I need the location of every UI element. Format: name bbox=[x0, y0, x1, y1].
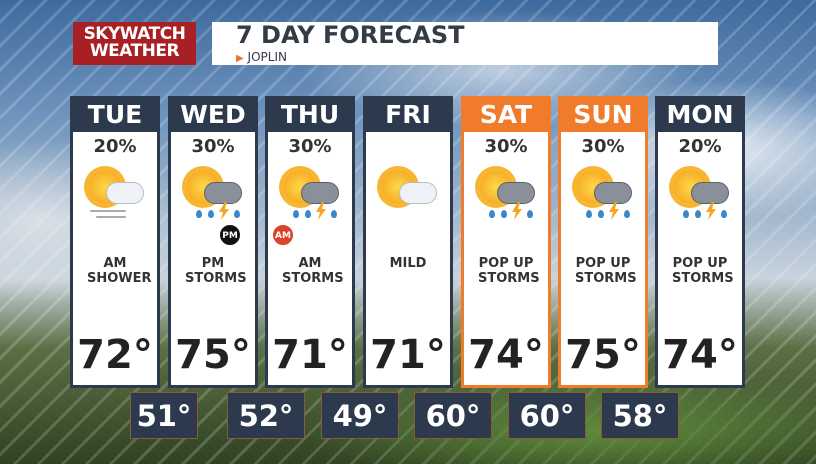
day-column-mon: MON 20% POP UP STORMS 74° bbox=[655, 96, 745, 388]
low-temp: 58° bbox=[601, 392, 679, 439]
low-temp: 51° bbox=[130, 392, 198, 439]
high-temp: 74° bbox=[662, 332, 738, 378]
day-label: MON bbox=[658, 96, 742, 132]
lightning-bolt-icon bbox=[609, 202, 619, 220]
low-temp: 60° bbox=[508, 392, 586, 439]
rain-drop bbox=[695, 210, 701, 218]
rain-drop bbox=[598, 210, 604, 218]
pm-badge: PM bbox=[219, 224, 241, 246]
high-temp: 71° bbox=[370, 332, 446, 378]
day-column-wed: WED 30% PM PM STORMS 75° bbox=[168, 96, 258, 388]
rain-drop bbox=[305, 210, 311, 218]
rain-drop bbox=[586, 210, 592, 218]
day-label: TUE bbox=[73, 96, 157, 132]
day-label: SUN bbox=[561, 96, 645, 132]
high-temp: 72° bbox=[77, 332, 153, 378]
low-temp: 60° bbox=[414, 392, 492, 439]
rain-drop bbox=[208, 210, 214, 218]
precip-chance bbox=[366, 136, 450, 158]
am-badge: AM bbox=[272, 224, 294, 246]
day-column-sun: SUN 30% POP UP STORMS 75° bbox=[558, 96, 648, 388]
precip-chance: 30% bbox=[581, 136, 625, 157]
sun-storm-icon bbox=[275, 162, 345, 222]
rain-drop bbox=[331, 210, 337, 218]
play-arrow-icon: ▶ bbox=[236, 53, 244, 64]
day-label: WED bbox=[171, 96, 255, 132]
forecast-description: AM SHOWER bbox=[87, 256, 152, 286]
wind-line bbox=[96, 216, 126, 218]
precip-chance: 20% bbox=[678, 136, 722, 157]
low-temp: 52° bbox=[227, 392, 305, 439]
high-temp: 74° bbox=[468, 332, 544, 378]
low-temp: 49° bbox=[321, 392, 399, 439]
sun-storm-icon bbox=[665, 162, 735, 222]
wind-line bbox=[90, 210, 126, 212]
forecast-description: PM STORMS bbox=[185, 256, 247, 286]
day-label: SAT bbox=[464, 96, 548, 132]
rain-drop bbox=[293, 210, 299, 218]
forecast-description: POP UP STORMS bbox=[575, 256, 637, 286]
location-label: JOPLIN bbox=[247, 50, 287, 64]
precip-chance: 30% bbox=[191, 136, 235, 157]
rain-drop bbox=[721, 210, 727, 218]
precip-chance: 20% bbox=[93, 136, 137, 157]
rain-drop bbox=[489, 210, 495, 218]
sun-storm-icon bbox=[178, 162, 248, 222]
lightning-bolt-icon bbox=[706, 202, 716, 220]
day-column-fri: FRI MILD 71° bbox=[363, 96, 453, 388]
day-label: THU bbox=[268, 96, 352, 132]
sun-storm-icon bbox=[471, 162, 541, 222]
lightning-bolt-icon bbox=[219, 202, 229, 220]
forecast-description: AM STORMS bbox=[282, 256, 344, 286]
forecast-description: MILD bbox=[389, 256, 427, 271]
lightning-bolt-icon bbox=[316, 202, 326, 220]
high-temp: 71° bbox=[272, 332, 348, 378]
forecast-description: POP UP STORMS bbox=[478, 256, 540, 286]
precip-chance: 30% bbox=[484, 136, 528, 157]
rain-drop bbox=[501, 210, 507, 218]
skywatch-logo: SKYWATCH WEATHER bbox=[73, 22, 196, 65]
rain-drop bbox=[683, 210, 689, 218]
sun-storm-icon bbox=[568, 162, 638, 222]
precip-chance: 30% bbox=[288, 136, 332, 157]
day-column-sat: SAT 30% POP UP STORMS 74° bbox=[461, 96, 551, 388]
day-label: FRI bbox=[366, 96, 450, 132]
partly-sunny-windy-icon bbox=[80, 162, 150, 222]
high-temp: 75° bbox=[565, 332, 641, 378]
rain-drop bbox=[196, 210, 202, 218]
lightning-bolt-icon bbox=[512, 202, 522, 220]
high-temp: 75° bbox=[175, 332, 251, 378]
rain-drop bbox=[624, 210, 630, 218]
forecast-description: POP UP STORMS bbox=[672, 256, 734, 286]
title-bar: 7 DAY FORECAST ▶ JOPLIN bbox=[212, 22, 718, 65]
location: ▶ JOPLIN bbox=[236, 50, 287, 66]
day-column-thu: THU 30% AM AM STORMS 71° bbox=[265, 96, 355, 388]
partly-sunny-icon bbox=[373, 162, 443, 222]
page-title: 7 DAY FORECAST bbox=[236, 21, 465, 49]
rain-drop bbox=[234, 210, 240, 218]
day-column-tue: TUE 20% AM SHOWER 72° bbox=[70, 96, 160, 388]
rain-drop bbox=[527, 210, 533, 218]
